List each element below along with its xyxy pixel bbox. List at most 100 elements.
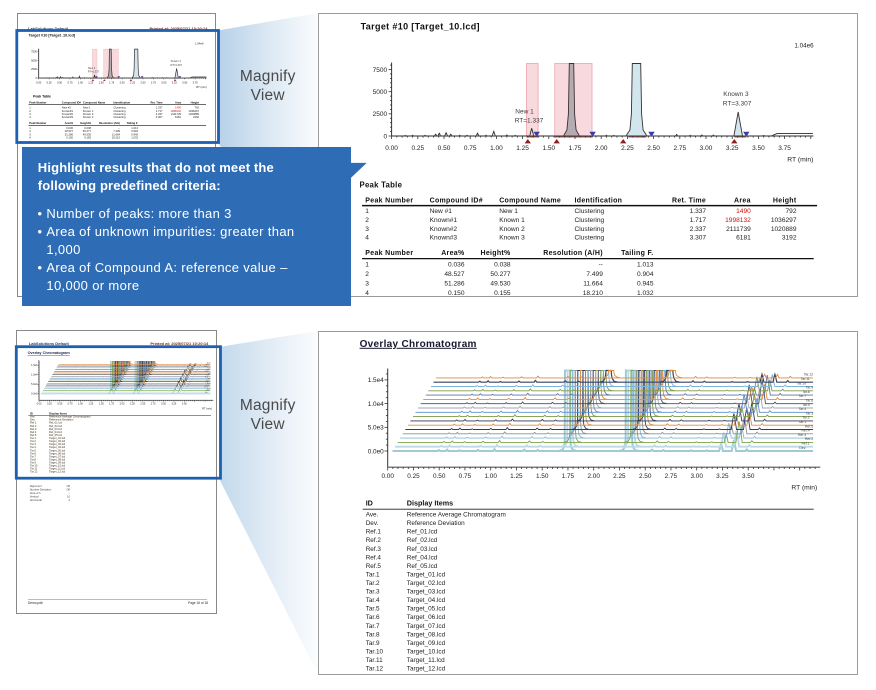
svg-text:Vertical: Vertical <box>30 495 39 499</box>
svg-text:0.75: 0.75 <box>459 473 472 480</box>
svg-text:0.904: 0.904 <box>131 129 138 133</box>
svg-text:1.04e6: 1.04e6 <box>195 41 204 45</box>
svg-text:RT (min): RT (min) <box>202 407 212 411</box>
svg-text:Tar.1: Tar.1 <box>30 436 36 440</box>
svg-text:3.50: 3.50 <box>182 81 188 85</box>
svg-text:2500: 2500 <box>31 67 37 71</box>
svg-text:Peak Number: Peak Number <box>29 121 46 125</box>
svg-text:Dev.: Dev. <box>800 446 807 450</box>
svg-text:New 1: New 1 <box>500 208 519 215</box>
svg-text:1: 1 <box>366 208 370 215</box>
svg-text:0.945: 0.945 <box>131 132 138 136</box>
svg-text:RT (min): RT (min) <box>788 156 814 163</box>
svg-text:3.00: 3.00 <box>700 145 713 152</box>
svg-text:Ref_03.lcd: Ref_03.lcd <box>49 427 62 431</box>
svg-text:3.00: 3.00 <box>161 81 167 85</box>
svg-text:Ref.5: Ref.5 <box>207 383 211 385</box>
svg-text:Area: Area <box>175 101 181 105</box>
svg-text:Printed at: 2025/07/21 10:20:1: Printed at: 2025/07/21 10:20:14 <box>150 341 209 346</box>
svg-text:3.50: 3.50 <box>182 403 187 406</box>
svg-text:3.307: 3.307 <box>690 235 707 242</box>
svg-text:Ref.1: Ref.1 <box>30 421 37 425</box>
svg-text:Reference Average Chromatogram: Reference Average Chromatogram <box>407 511 506 518</box>
svg-text:Tar.7: Tar.7 <box>366 623 380 630</box>
svg-text:Tar.1: Tar.1 <box>366 571 380 578</box>
svg-text:1.75: 1.75 <box>109 403 114 406</box>
svg-text:Clustering: Clustering <box>113 115 126 119</box>
svg-text:Target_04.lcd: Target_04.lcd <box>49 445 66 449</box>
svg-text:Reference Deviation: Reference Deviation <box>407 520 465 527</box>
svg-text:1: 1 <box>366 261 370 268</box>
svg-text:Target_02.lcd: Target_02.lcd <box>407 580 446 587</box>
svg-text:2.50: 2.50 <box>140 403 145 406</box>
svg-text:0.00: 0.00 <box>382 473 395 480</box>
svg-text:Printed at: 2025/07/21 10:20:1: Printed at: 2025/07/21 10:20:14 <box>149 26 208 31</box>
svg-text:1.00: 1.00 <box>78 403 83 406</box>
svg-text:Tar.8: Tar.8 <box>206 370 209 372</box>
svg-text:3.50: 3.50 <box>742 473 755 480</box>
svg-text:0.75: 0.75 <box>464 145 477 152</box>
svg-text:Ref.2: Ref.2 <box>30 424 37 428</box>
svg-text:Area%: Area% <box>442 250 466 257</box>
svg-text:Known 3: Known 3 <box>171 59 182 63</box>
svg-text:Ref_02.lcd: Ref_02.lcd <box>49 424 62 428</box>
svg-text:Ref.1: Ref.1 <box>206 390 210 392</box>
svg-text:Ref.3: Ref.3 <box>366 546 382 553</box>
svg-text:0.150: 0.150 <box>448 290 465 297</box>
svg-text:3.00: 3.00 <box>691 473 704 480</box>
svg-text:Known#3: Known#3 <box>62 115 74 119</box>
svg-text:Target_09.lcd: Target_09.lcd <box>407 640 446 647</box>
svg-text:1.5e4: 1.5e4 <box>368 377 384 384</box>
svg-text:Target_01.lcd: Target_01.lcd <box>407 571 446 578</box>
svg-text:Overlay Chromatogram: Overlay Chromatogram <box>28 351 71 355</box>
svg-text:3.25: 3.25 <box>171 403 176 406</box>
svg-text:7.499: 7.499 <box>113 129 120 133</box>
svg-text:0.50: 0.50 <box>57 81 63 85</box>
svg-text:New #1: New #1 <box>430 208 453 215</box>
svg-text:Height%: Height% <box>481 250 512 257</box>
svg-text:Tar.6: Tar.6 <box>806 398 813 402</box>
svg-text:1.25: 1.25 <box>517 145 530 152</box>
svg-text:2.00: 2.00 <box>588 473 601 480</box>
svg-text:Tar.9: Tar.9 <box>30 461 36 465</box>
svg-text:Target_01.lcd: Target_01.lcd <box>49 436 66 440</box>
svg-text:Clustering: Clustering <box>575 235 605 242</box>
svg-text:3.00: 3.00 <box>161 403 166 406</box>
svg-text:Tar.5: Tar.5 <box>30 449 36 453</box>
svg-text:0.50: 0.50 <box>438 145 451 152</box>
svg-text:3192: 3192 <box>782 235 797 242</box>
svg-text:51.286: 51.286 <box>445 280 466 287</box>
svg-text:Tar.7: Tar.7 <box>799 394 806 398</box>
svg-text:Tar.9: Tar.9 <box>207 368 210 370</box>
svg-text:5.0e3: 5.0e3 <box>368 424 384 431</box>
svg-text:Ref.2: Ref.2 <box>207 389 211 391</box>
svg-text:--: -- <box>68 492 70 495</box>
svg-text:2.337: 2.337 <box>156 112 163 116</box>
svg-text:Tar.2: Tar.2 <box>30 439 36 443</box>
svg-text:5000: 5000 <box>31 58 37 62</box>
svg-text:Ref_02.lcd: Ref_02.lcd <box>407 537 438 544</box>
svg-text:RT (min): RT (min) <box>196 85 206 89</box>
svg-text:Reference Deviation: Reference Deviation <box>49 418 74 422</box>
svg-text:Tar.7: Tar.7 <box>205 371 208 373</box>
svg-text:1.717: 1.717 <box>690 217 707 224</box>
svg-text:2.75: 2.75 <box>151 81 157 85</box>
svg-text:Compound Name: Compound Name <box>83 101 106 105</box>
svg-text:Tar.2: Tar.2 <box>206 380 209 382</box>
svg-text:Tar.12: Tar.12 <box>30 470 38 474</box>
svg-text:Tar.11: Tar.11 <box>366 657 383 664</box>
svg-text:Ref_04.lcd: Ref_04.lcd <box>407 554 438 561</box>
svg-text:0.0e0: 0.0e0 <box>31 393 38 396</box>
svg-text:2.25: 2.25 <box>130 403 135 406</box>
svg-text:1.337: 1.337 <box>156 106 163 110</box>
svg-text:3.25: 3.25 <box>172 81 178 85</box>
svg-text:4: 4 <box>29 115 31 119</box>
svg-text:Tar.2: Tar.2 <box>366 580 380 587</box>
svg-text:Tar.4: Tar.4 <box>366 597 380 604</box>
svg-text:Compound ID#: Compound ID# <box>62 101 82 105</box>
svg-text:Clustering: Clustering <box>113 109 126 113</box>
svg-text:Ref_05.lcd: Ref_05.lcd <box>49 433 62 437</box>
svg-text:Target_11.lcd: Target_11.lcd <box>407 657 445 664</box>
svg-text:Ref.4: Ref.4 <box>206 385 210 387</box>
svg-text:Tar.3: Tar.3 <box>207 378 210 380</box>
